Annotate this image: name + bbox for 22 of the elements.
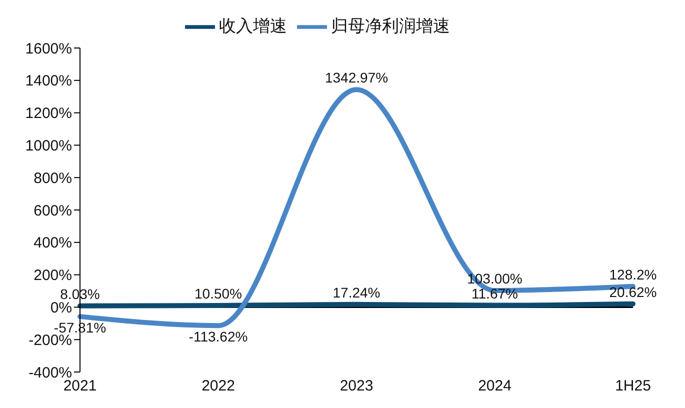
data-label: 128.2% [609,266,657,282]
data-label: 20.62% [609,284,657,300]
y-tick-label: 1200% [25,105,72,122]
y-tick-label: 0% [50,300,72,317]
data-label: 17.24% [332,284,380,300]
legend-label: 归母净利润增速 [331,16,450,36]
y-tick-label: 600% [34,202,72,220]
y-tick-label: 1600% [25,40,72,58]
x-tick-label: 2022 [202,378,235,395]
x-tick-label: 2024 [478,378,512,395]
legend-label: 收入增速 [219,16,287,36]
y-tick-label: 400% [34,234,72,252]
data-label: -113.62% [188,328,248,345]
y-tick-label: 1400% [25,72,72,90]
y-tick-label: 800% [34,170,72,187]
y-tick-label: 1000% [25,138,72,155]
x-tick-label: 2023 [340,378,374,395]
y-tick-label: -200% [28,332,72,349]
data-label: 10.50% [194,286,242,302]
x-tick-label: 1H25 [615,378,651,395]
y-tick-label: 200% [34,267,72,284]
data-label: 1342.97% [324,70,388,86]
